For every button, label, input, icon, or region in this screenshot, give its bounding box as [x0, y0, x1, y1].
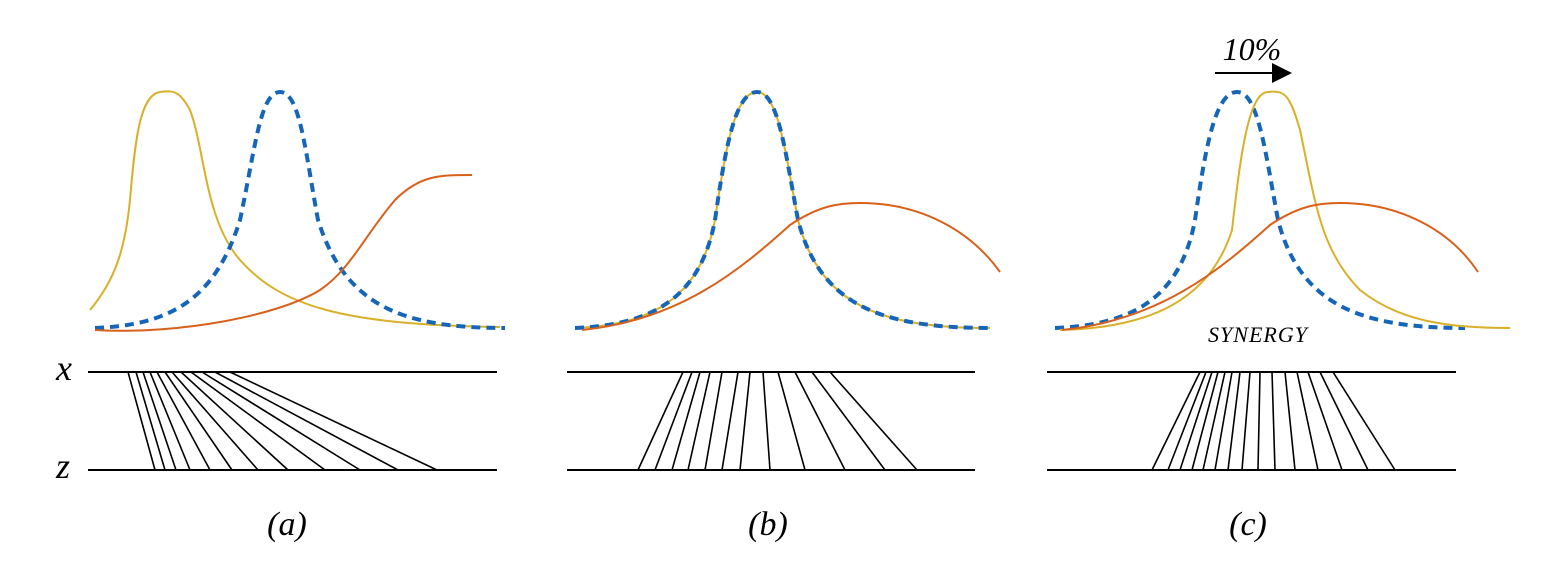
- mapping-line: [201, 371, 361, 471]
- mapping-line: [1179, 371, 1213, 471]
- curve-blue: [94, 89, 506, 330]
- curve-blue: [1054, 89, 1466, 330]
- mapping-line: [1151, 371, 1201, 471]
- x-label: x: [55, 348, 72, 388]
- mapping-line: [1167, 371, 1207, 471]
- shift-label: 10%: [1223, 31, 1282, 67]
- mapping-line: [829, 371, 918, 471]
- mapping-line: [1319, 371, 1369, 471]
- curve-orange: [94, 174, 473, 332]
- mapping-line: [1271, 371, 1276, 471]
- mapping-line: [777, 371, 806, 471]
- mapping-line: [704, 371, 723, 471]
- mapping-line: [127, 371, 156, 471]
- mapping-line: [135, 371, 166, 471]
- mapping-line: [1307, 371, 1343, 471]
- mappings: [127, 371, 1396, 471]
- mapping-line: [1214, 371, 1233, 471]
- mapping-line: [811, 371, 886, 471]
- mapping-line: [1191, 371, 1219, 471]
- panel-label: (b): [748, 506, 788, 543]
- mapping-line: [171, 371, 259, 471]
- z-label: z: [55, 446, 70, 486]
- mapping-line: [1296, 371, 1319, 471]
- mapping-line: [762, 371, 771, 471]
- mapping-line: [229, 371, 438, 471]
- panel-label: (a): [267, 506, 307, 543]
- mapping-line: [671, 371, 701, 471]
- mapping-line: [1202, 371, 1226, 471]
- curve-blue: [574, 89, 991, 330]
- curve-orange: [1061, 201, 1479, 331]
- mapping-line: [1332, 371, 1396, 471]
- mapping-line: [1257, 371, 1261, 471]
- mapping-line: [214, 371, 399, 471]
- mapping-line: [156, 371, 211, 471]
- mapping-line: [654, 371, 693, 471]
- mapping-line: [1227, 371, 1241, 471]
- mapping-line: [142, 371, 177, 471]
- mapping-line: [739, 371, 751, 471]
- mapping-line: [721, 371, 739, 471]
- curve-yellow: [89, 90, 501, 328]
- curve-orange: [581, 201, 1001, 331]
- caption: SYNERGY: [1208, 322, 1310, 347]
- mapping-line: [164, 371, 233, 471]
- mapping-line: [180, 371, 289, 471]
- mapping-line: [687, 371, 711, 471]
- mapping-line: [190, 371, 326, 471]
- mapping-line: [1284, 371, 1296, 471]
- panel-label: (c): [1229, 506, 1267, 543]
- mapping-line: [149, 371, 191, 471]
- curve-yellow: [574, 90, 991, 329]
- curve-yellow: [1059, 90, 1511, 331]
- mapping-line: [637, 371, 684, 471]
- mapping-line: [1241, 371, 1251, 471]
- mapping-line: [794, 371, 846, 471]
